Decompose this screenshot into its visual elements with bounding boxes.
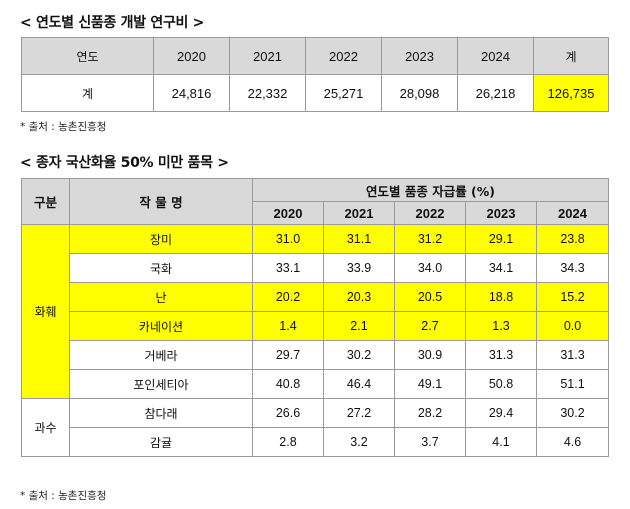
rate-cell: 34.1: [465, 253, 537, 283]
rate-cell: 34.3: [535, 253, 610, 283]
category-cell: 과수: [21, 398, 70, 457]
crop-name-cell: 참다래: [69, 398, 253, 428]
research-budget-total-row: 계 24,816 22,332 25,271 28,098 26,218 126…: [21, 74, 609, 112]
budget-grand-total: 126,735: [533, 74, 609, 112]
crop-name-cell: 감귤: [69, 427, 253, 457]
rate-cell: 26.6: [252, 398, 324, 428]
budget-2022: 25,271: [305, 74, 382, 112]
crop-name-cell: 포인세티아: [69, 369, 253, 399]
header-cell-2023: 2023: [381, 37, 458, 75]
rate-cell: 18.8: [465, 282, 537, 312]
rate-cell: 3.2: [323, 427, 395, 457]
rate-cell: 20.3: [323, 282, 395, 312]
table-row: 국화 33.1 33.9 34.0 34.1 34.3: [22, 253, 610, 283]
rate-cell: 29.1: [465, 224, 537, 254]
category-cell: 화훼: [21, 224, 70, 399]
crop-name-cell: 장미: [69, 224, 253, 254]
rate-cell: 33.9: [323, 253, 395, 283]
year-header-2022: 2022: [394, 201, 466, 225]
rate-cell: 30.2: [535, 398, 610, 428]
rate-cell: 2.8: [252, 427, 324, 457]
year-header-2020: 2020: [252, 201, 324, 225]
rate-cell: 20.5: [394, 282, 466, 312]
table-row: 포인세티아 40.8 46.4 49.1 50.8 51.1: [22, 369, 610, 399]
table-row: 거베라 29.7 30.2 30.9 31.3 31.3: [22, 340, 610, 370]
rate-cell: 31.3: [535, 340, 610, 370]
header-cell-2020: 2020: [153, 37, 230, 75]
rate-cell: 31.3: [465, 340, 537, 370]
rate-cell: 0.0: [535, 311, 610, 341]
rate-cell: 2.7: [394, 311, 466, 341]
rate-cell: 30.2: [323, 340, 395, 370]
rate-cell: 1.4: [252, 311, 324, 341]
research-budget-title: < 연도별 신품종 개발 연구비 >: [20, 15, 205, 31]
column-header-category: 구분: [21, 178, 70, 225]
budget-2021: 22,332: [229, 74, 306, 112]
rate-cell: 30.9: [394, 340, 466, 370]
rate-cell: 31.2: [394, 224, 466, 254]
crop-name-cell: 카네이션: [69, 311, 253, 341]
rate-cell: 4.1: [465, 427, 537, 457]
header-cell-2022: 2022: [305, 37, 382, 75]
year-header-2023: 2023: [465, 201, 537, 225]
rate-cell: 20.2: [252, 282, 324, 312]
research-budget-table: 연도 2020 2021 2022 2023 2024 계 계 24,816 2…: [21, 37, 609, 112]
rate-cell: 50.8: [465, 369, 537, 399]
rate-cell: 29.7: [252, 340, 324, 370]
rate-cell: 27.2: [323, 398, 395, 428]
self-sufficiency-table: 구분 작 물 명 연도별 품종 자급률 (%) 2020 2021 2022 2…: [21, 178, 610, 457]
row-label-total: 계: [21, 74, 154, 112]
rate-cell: 23.8: [535, 224, 610, 254]
budget-2023: 28,098: [381, 74, 458, 112]
rate-cell: 4.6: [535, 427, 610, 457]
table-row: 과수 참다래 26.6 27.2 28.2 29.4 30.2: [21, 398, 610, 457]
year-header-2024: 2024: [535, 201, 610, 225]
column-header-self-sufficiency: 연도별 품종 자급률 (%): [251, 178, 610, 202]
rate-cell: 51.1: [535, 369, 610, 399]
research-budget-header-row: 연도 2020 2021 2022 2023 2024 계: [21, 37, 609, 75]
budget-2024: 26,218: [457, 74, 534, 112]
crop-name-cell: 국화: [69, 253, 253, 283]
research-budget-source: * 출처 : 농촌진흥청: [20, 121, 107, 133]
self-sufficiency-title: < 종자 국산화율 50% 미만 품목 >: [20, 155, 229, 171]
header-cell-total: 계: [533, 37, 609, 75]
rate-cell: 28.2: [394, 398, 466, 428]
table-row: 화훼 장미 31.0 31.1 31.2 29.1 23.8: [21, 224, 610, 399]
rate-cell: 49.1: [394, 369, 466, 399]
rate-cell: 31.0: [252, 224, 324, 254]
table-row: 감귤 2.8 3.2 3.7 4.1 4.6: [22, 427, 610, 457]
rate-cell: 34.0: [394, 253, 466, 283]
year-header-2021: 2021: [323, 201, 395, 225]
self-sufficiency-source: * 출처 : 농촌진흥청: [20, 490, 107, 502]
table-header-row-1: 구분 작 물 명 연도별 품종 자급률 (%): [21, 178, 610, 225]
rate-cell: 15.2: [535, 282, 610, 312]
rate-cell: 46.4: [323, 369, 395, 399]
rate-cell: 31.1: [323, 224, 395, 254]
rate-cell: 33.1: [252, 253, 324, 283]
crop-name-cell: 거베라: [69, 340, 253, 370]
header-cell-2021: 2021: [229, 37, 306, 75]
header-cell-2024: 2024: [457, 37, 534, 75]
header-cell-year: 연도: [21, 37, 154, 75]
column-header-crop: 작 물 명: [69, 178, 253, 225]
rate-cell: 1.3: [465, 311, 537, 341]
budget-2020: 24,816: [153, 74, 230, 112]
rate-cell: 3.7: [394, 427, 466, 457]
rate-cell: 29.4: [465, 398, 537, 428]
table-row: 난 20.2 20.3 20.5 18.8 15.2: [22, 282, 610, 312]
table-header-row-2: 2020 2021 2022 2023 2024: [22, 201, 610, 225]
rate-cell: 2.1: [323, 311, 395, 341]
crop-name-cell: 난: [69, 282, 253, 312]
table-row: 카네이션 1.4 2.1 2.7 1.3 0.0: [22, 311, 610, 341]
rate-cell: 40.8: [252, 369, 324, 399]
